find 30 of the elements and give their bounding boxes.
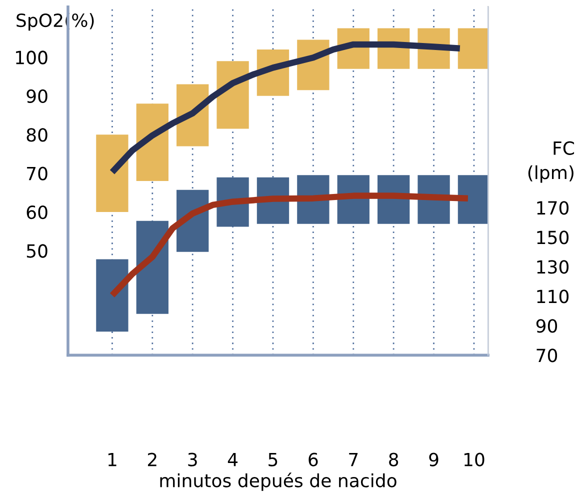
x-tick-label: 3 bbox=[188, 452, 197, 466]
x-axis-title: minutos depués de nacido bbox=[160, 472, 396, 491]
y-tick-label: 100 bbox=[16, 50, 48, 64]
x-tick-label: 2 bbox=[148, 452, 156, 466]
y2-tick-label: 110 bbox=[537, 290, 569, 304]
bar bbox=[136, 104, 168, 182]
x-tick-label: 7 bbox=[349, 452, 358, 466]
x-tick-label: 5 bbox=[268, 452, 278, 466]
x-tick-label: 9 bbox=[429, 452, 438, 466]
y2-tick-label: 170 bbox=[537, 201, 569, 215]
x-tick-label: 8 bbox=[389, 452, 398, 466]
x-tick-label: 4 bbox=[228, 452, 238, 466]
bar bbox=[96, 134, 128, 212]
y2-tick-label: 130 bbox=[537, 260, 569, 274]
y-tick-label: 70 bbox=[27, 166, 48, 180]
bar bbox=[458, 28, 488, 69]
bar bbox=[458, 175, 488, 224]
y-tick-label: 90 bbox=[26, 89, 48, 104]
y2-tick-label: 70 bbox=[536, 348, 558, 362]
y-tick-label: 50 bbox=[26, 244, 48, 258]
x-tick-label: 1 bbox=[108, 452, 116, 466]
x-tick-label: 10 bbox=[464, 452, 484, 466]
bar bbox=[96, 259, 128, 332]
y-tick-label: 80 bbox=[26, 128, 48, 142]
y2-axis-title: FC (lpm) bbox=[528, 141, 574, 183]
y2-tick-label: 90 bbox=[536, 319, 558, 333]
y-axis-title: SpO2(%) bbox=[16, 13, 94, 31]
y2-tick-label: 150 bbox=[537, 230, 569, 244]
x-tick-label: 6 bbox=[308, 452, 318, 466]
y-tick-label: 60 bbox=[26, 205, 48, 220]
